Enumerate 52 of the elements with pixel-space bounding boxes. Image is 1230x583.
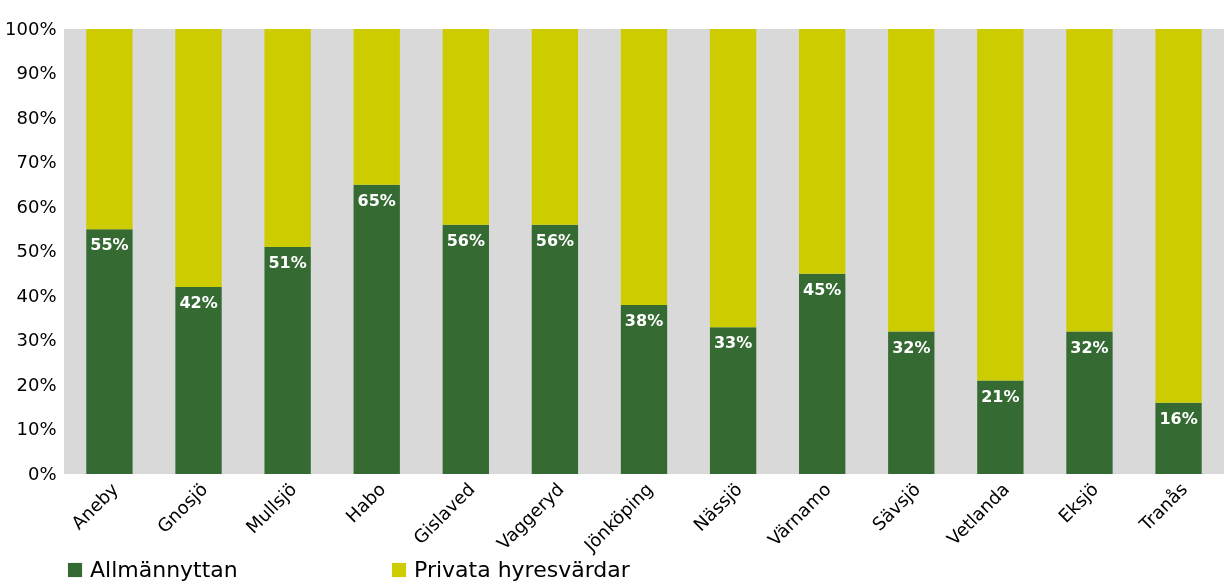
data-label: 38% [624,310,664,330]
data-label: 33% [713,333,753,353]
bar [977,29,1024,381]
bar [353,184,400,474]
bar [264,247,311,474]
y-tick-label: 50% [16,240,57,261]
y-tick-label: 10% [16,418,57,439]
y-tick-label: 60% [16,195,57,217]
data-label: 45% [803,279,842,299]
y-tick-label: 0% [27,462,57,484]
bar [620,304,668,474]
data-label: 42% [179,293,218,313]
data-label: 32% [892,337,931,357]
bar [1066,331,1113,474]
data-label: 51% [268,253,307,273]
bar [442,224,489,474]
data-label: 56% [446,230,485,250]
bar [175,29,222,288]
y-tick-label: 70% [16,151,57,172]
data-label: 32% [1070,337,1109,357]
bar [86,229,133,474]
data-label: 55% [90,235,129,255]
data-label: 16% [1159,408,1198,428]
data-label: 56% [535,230,575,250]
y-tick-label: 100% [5,17,57,39]
bar [1155,402,1202,474]
legend-label: Allmännyttan [90,557,238,582]
y-tick-label: 40% [16,284,57,306]
bar [977,380,1024,474]
bar [1066,29,1113,332]
bar [531,224,579,474]
bar [799,273,846,474]
bar [709,327,757,474]
y-tick-label: 30% [16,329,57,350]
bar [442,29,489,225]
bar [175,287,222,474]
bar [709,29,757,328]
bar [620,29,668,305]
bar [888,331,935,474]
legend-label: Privata hyresvärdar [414,557,631,582]
data-label: 65% [357,190,396,210]
data-label: 21% [981,386,1020,406]
bar [264,29,311,248]
bar [888,29,935,332]
y-tick-label: 90% [16,62,57,83]
y-tick-label: 80% [16,106,57,128]
bar [799,29,846,274]
bar [531,29,579,225]
bar [353,29,400,185]
bar [86,29,133,230]
y-tick-label: 20% [16,373,57,395]
bar [1155,29,1202,403]
